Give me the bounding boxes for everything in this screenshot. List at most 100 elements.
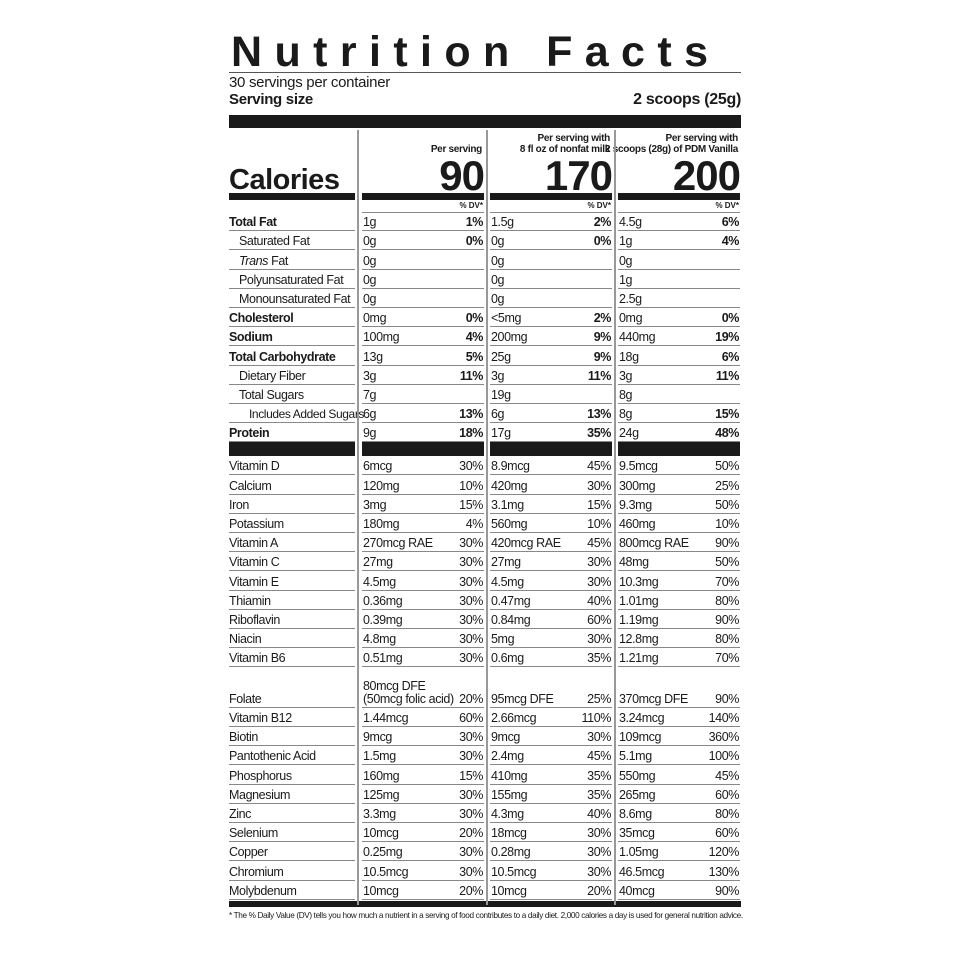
amount: 8g: [619, 387, 633, 402]
calories-value: 200: [672, 152, 741, 199]
amount: 120mg: [363, 478, 400, 493]
amount: 160mg: [363, 768, 400, 783]
daily-value-percent: 60%: [715, 826, 739, 841]
amount: 420mcg RAE: [491, 536, 561, 551]
amount: <5mg: [491, 311, 522, 326]
nutrient-label-text: Copper: [229, 845, 268, 860]
amount: 12.8mg: [619, 632, 659, 647]
nutrient-label-text: Potassium: [229, 517, 284, 531]
nutrient-label-text: Chromium: [229, 864, 284, 879]
amount: 0.51mg: [363, 651, 403, 666]
nutrient-value-cell: 0g: [490, 250, 612, 270]
nutrient-value-cell: 4.3mg 40%: [490, 804, 612, 823]
nutrient-value-cell: 0mg 0%: [362, 308, 484, 328]
nutrient-value-cell: 270mcg RAE 30%: [362, 533, 484, 553]
nutrient-label: Pantothenic Acid: [229, 746, 355, 766]
nutrient-label-text: Dietary Fiber: [239, 368, 306, 383]
daily-value-percent: 30%: [587, 845, 611, 860]
daily-value-percent: 30%: [459, 730, 483, 745]
amount: 5mg: [491, 632, 515, 647]
amount: 0.28mg: [491, 845, 531, 860]
nutrient-value-cell: 7g: [362, 385, 484, 404]
daily-value-percent: 10%: [459, 478, 483, 493]
daily-value-percent: 0%: [721, 311, 740, 326]
nutrient-value-cell: 5.1mg 100%: [618, 746, 740, 766]
daily-value-percent: 30%: [459, 459, 483, 474]
amount: 80mcg DFE (50mcg folic acid): [363, 678, 454, 706]
amount: 0.6mg: [491, 651, 524, 666]
nutrient-value-cell: 3g 11%: [618, 366, 740, 385]
nutrient-label: Vitamin B12: [229, 708, 355, 727]
amount: 7g: [363, 387, 377, 402]
nutrient-value-cell: 420mg 30%: [490, 475, 612, 495]
nutrient-row: Phosphorus 160mg 15% 410mg 35% 550mg 45%: [229, 765, 741, 785]
amount: 4.5mg: [491, 574, 524, 589]
nutrient-label: Copper: [229, 842, 355, 862]
amount: 100mg: [363, 330, 400, 345]
nutrient-label: Phosphorus: [229, 765, 355, 785]
top-thick-bar: [229, 115, 741, 128]
amount: 5.1mg: [619, 749, 652, 764]
nutrient-row: Vitamin D 6mcg 30% 8.9mcg 45% 9.5mcg 50%: [229, 456, 741, 476]
nutrient-row: Molybdenum 10mcg 20% 10mcg 20% 40mcg 90%: [229, 881, 741, 900]
nutrient-label: Niacin: [229, 629, 355, 649]
nutrient-value-cell: 420mcg RAE 45%: [490, 533, 612, 553]
daily-value-percent: 90%: [715, 536, 739, 551]
nutrient-value-cell: 13g 5%: [362, 346, 484, 366]
column-heading: Per serving with 2 scoops (28g) of PDM V…: [605, 133, 738, 155]
daily-value-percent: 30%: [587, 632, 611, 647]
nutrient-value-cell: 0g: [490, 289, 612, 308]
daily-value-percent: 15%: [587, 497, 611, 512]
nutrient-value-cell: 0.47mg 40%: [490, 591, 612, 610]
daily-value-percent: 30%: [587, 478, 611, 493]
amount: 1.05mg: [619, 845, 659, 860]
amount: 460mg: [619, 517, 656, 531]
daily-value-percent: 45%: [587, 749, 611, 764]
nutrient-value-cell: 560mg 10%: [490, 514, 612, 533]
nutrient-label: Biotin: [229, 727, 355, 747]
dv-header: % DV*: [362, 200, 484, 213]
daily-value-percent: 4%: [465, 330, 484, 345]
amount: 6mcg: [363, 459, 392, 474]
calories-header: Calories Per serving 90 Per serving with…: [229, 128, 741, 197]
daily-value-percent: 30%: [587, 826, 611, 841]
column-header-3: Per serving with 2 scoops (28g) of PDM V…: [605, 128, 741, 197]
daily-value-percent: 0%: [465, 234, 484, 249]
daily-value-percent: 20%: [459, 826, 483, 841]
daily-value-percent: 15%: [459, 497, 483, 512]
nutrient-row: Sodium 100mg 4% 200mg 9% 440mg 19%: [229, 327, 741, 347]
nutrient-row: Polyunsaturated Fat 0g 0g 1g: [229, 270, 741, 289]
nutrient-label-text: Zinc: [229, 806, 252, 821]
nutrient-value-cell: 460mg 10%: [618, 514, 740, 533]
amount: 13g: [363, 349, 383, 364]
daily-value-percent: 50%: [715, 459, 739, 474]
daily-value-percent: 40%: [587, 806, 611, 821]
amount: 9mcg: [363, 730, 392, 745]
nutrient-label: Vitamin C: [229, 552, 355, 572]
daily-value-percent: 30%: [459, 612, 483, 627]
nutrient-value-cell: 9.3mg 50%: [618, 495, 740, 514]
serving-size-row: Serving size 2 scoops (25g): [229, 91, 741, 109]
daily-value-percent: 30%: [587, 730, 611, 745]
nutrient-value-cell: 10mcg 20%: [362, 823, 484, 843]
nutrient-value-cell: 19g: [490, 385, 612, 404]
amount: 6g: [363, 407, 377, 422]
daily-value-percent: 4%: [465, 517, 484, 531]
daily-value-percent: 13%: [587, 407, 611, 422]
daily-value-percent: 9%: [593, 349, 612, 364]
daily-value-percent: 11%: [587, 368, 612, 383]
nutrient-value-cell: 9g 18%: [362, 423, 484, 443]
daily-value-percent: 0%: [465, 311, 484, 326]
daily-value-percent: 360%: [708, 730, 740, 745]
nutrient-value-cell: 48mg 50%: [618, 552, 740, 572]
daily-value-percent: 10%: [715, 517, 739, 531]
nutrient-value-cell: 10mcg 20%: [490, 881, 612, 900]
amount: 1g: [619, 234, 633, 249]
nutrient-value-cell: 6g 13%: [362, 404, 484, 424]
nutrient-label-text: Polyunsaturated Fat: [239, 272, 344, 287]
nutrient-row: Riboflavin 0.39mg 30% 0.84mg 60% 1.19mg 90%: [229, 610, 741, 629]
nutrient-value-cell: 10.3mg 70%: [618, 571, 740, 591]
amount: 1g: [363, 215, 377, 230]
daily-value-percent: 90%: [715, 883, 739, 898]
nutrient-value-cell: 0.25mg 30%: [362, 842, 484, 862]
